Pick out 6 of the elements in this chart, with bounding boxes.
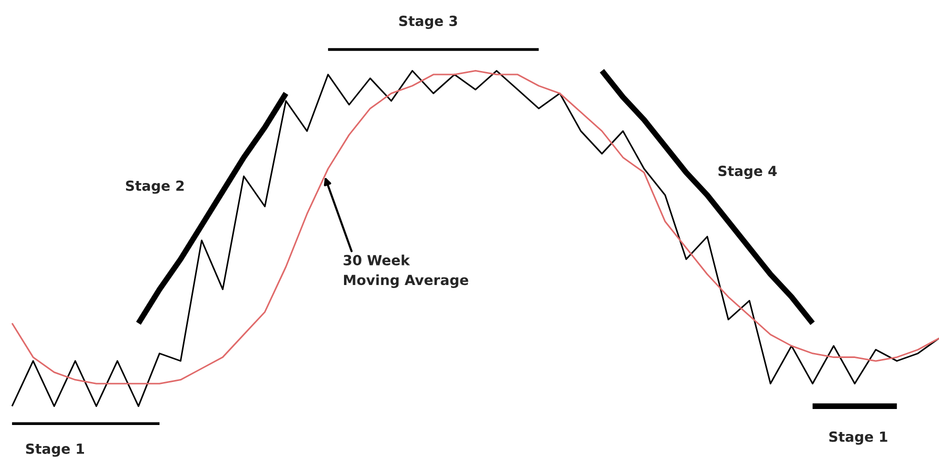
- annotation: Stage 4: [718, 166, 777, 179]
- annotation: 30 Week Moving Average: [344, 254, 468, 288]
- text: Stage 3: [399, 16, 458, 29]
- text: Stage 1: [26, 443, 84, 457]
- annotation: Stage 2: [126, 180, 184, 194]
- text: Stage 1: [829, 431, 888, 445]
